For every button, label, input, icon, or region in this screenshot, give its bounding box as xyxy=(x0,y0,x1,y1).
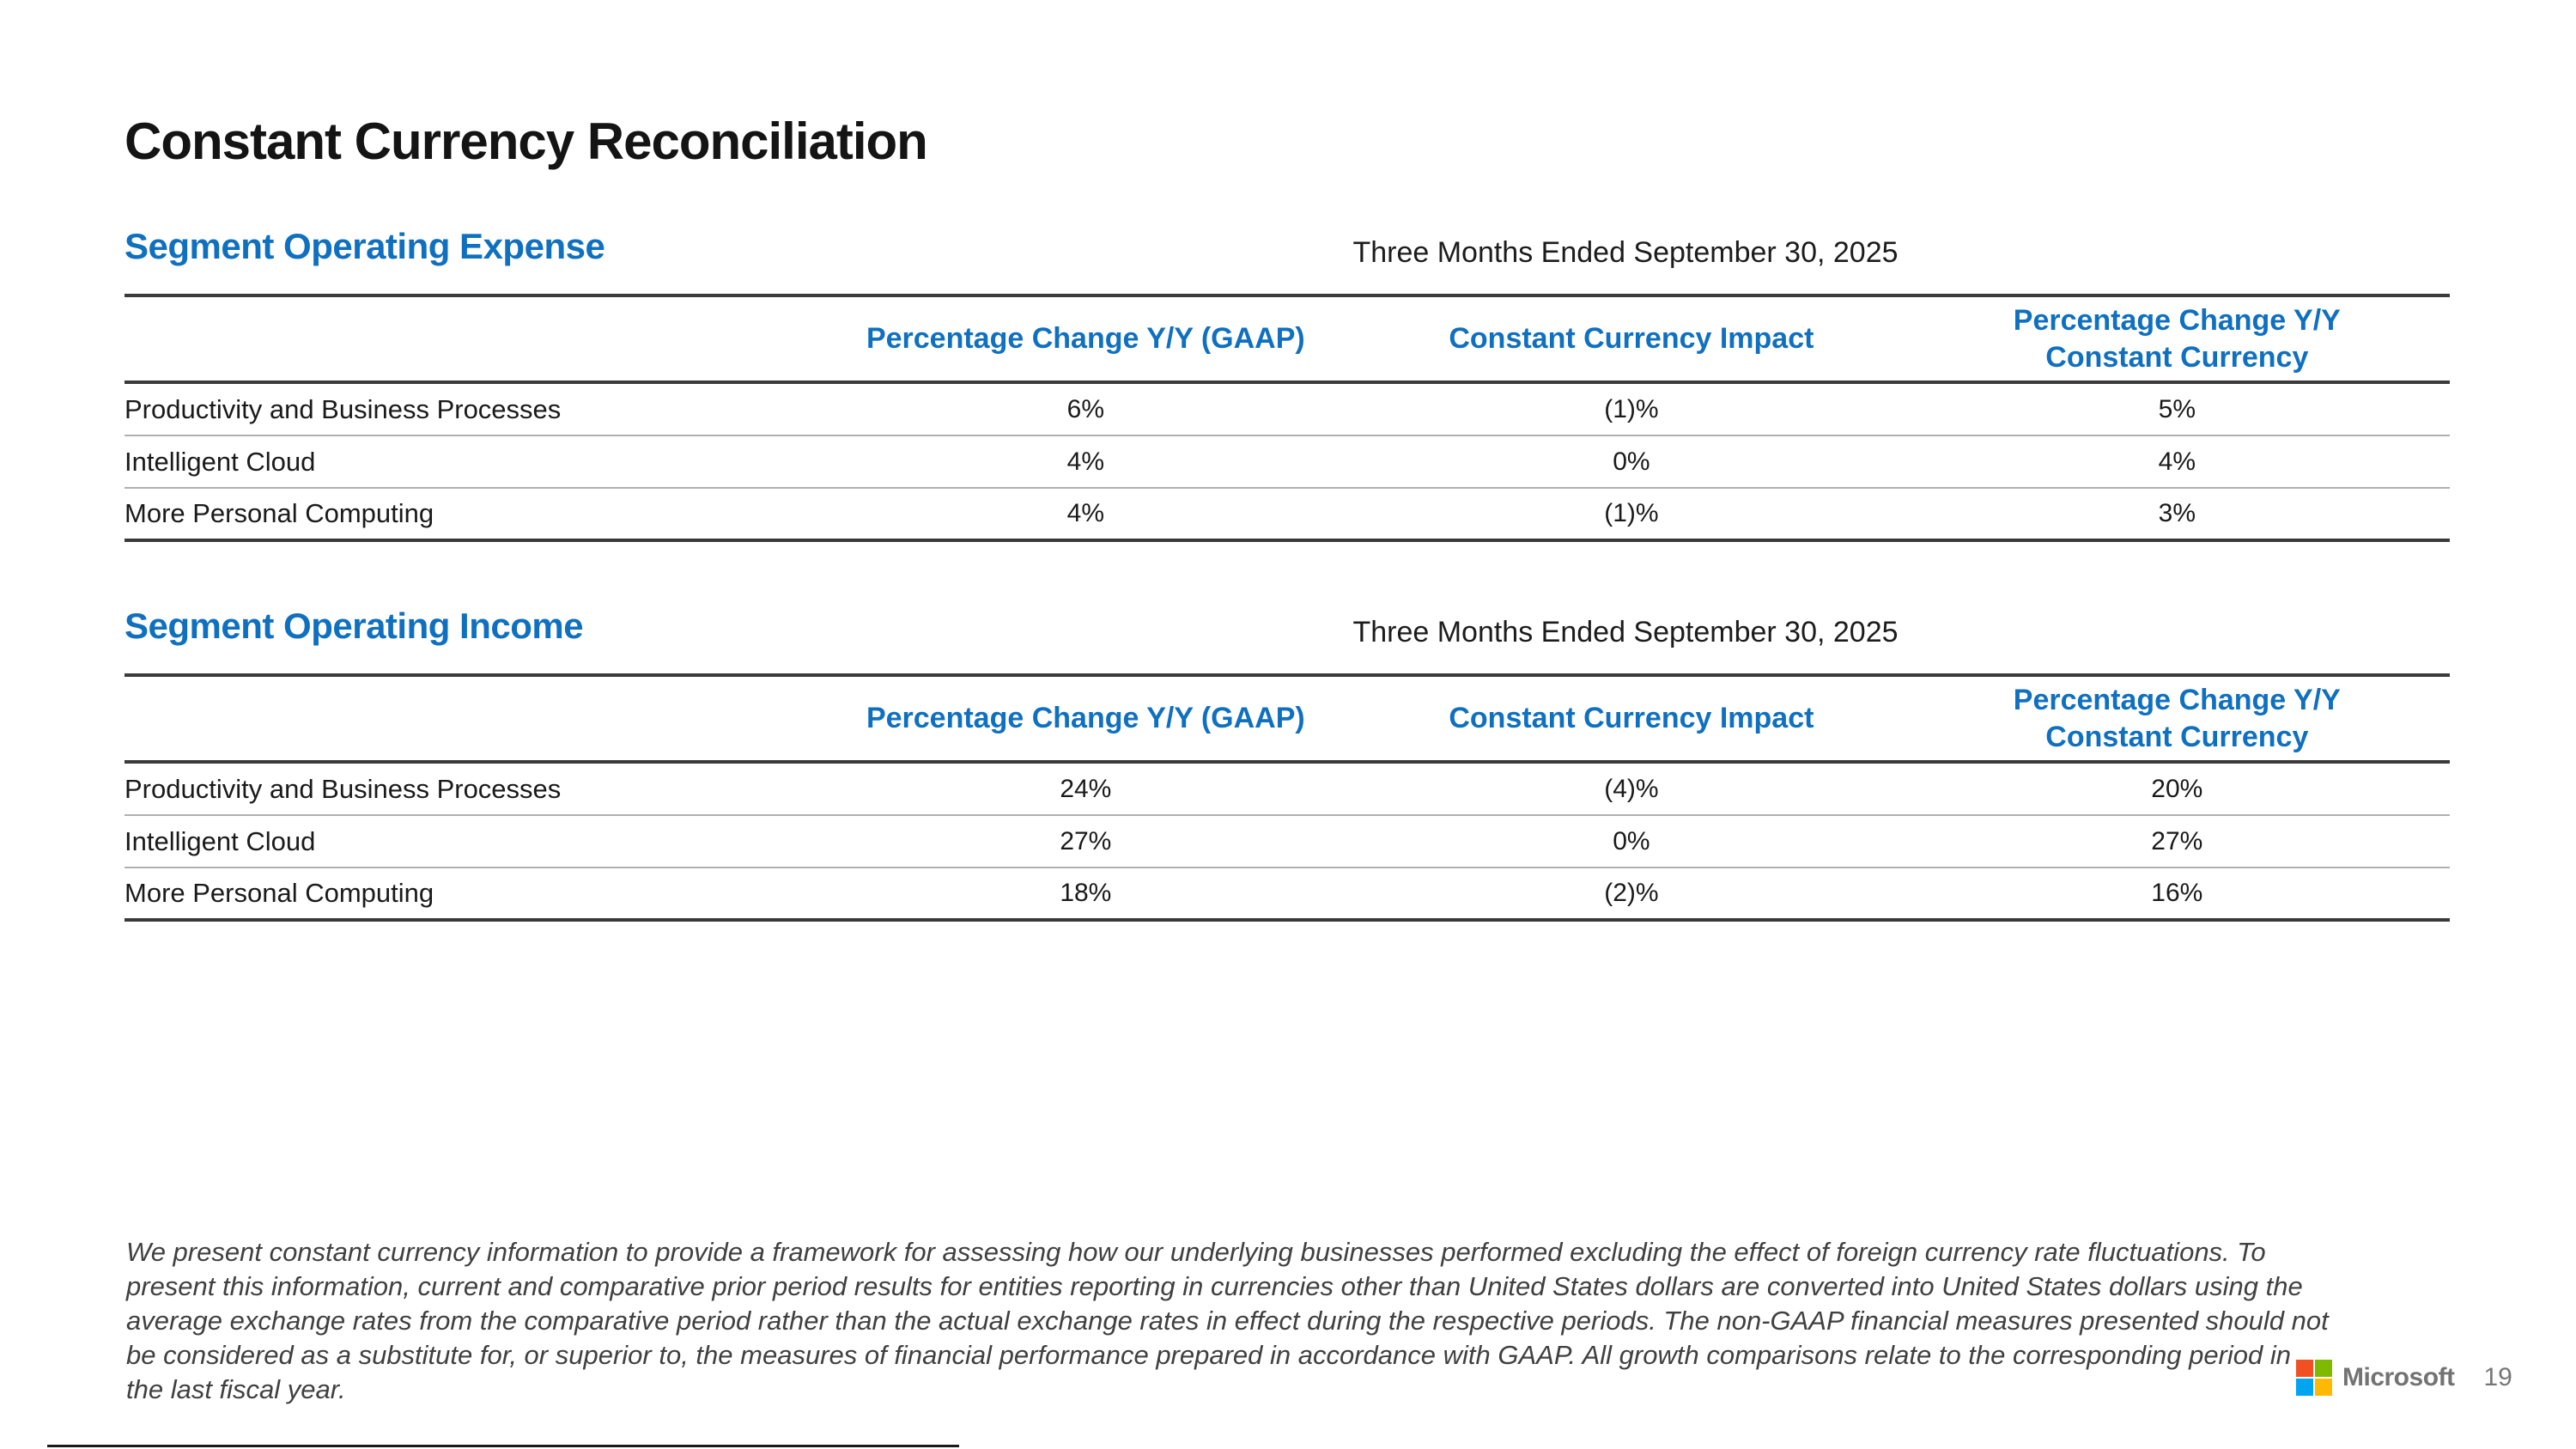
logo-square-blue xyxy=(2296,1379,2313,1396)
table-cell: 5% xyxy=(2158,394,2196,423)
table-cell: 4% xyxy=(2158,447,2196,476)
table-header-row: Percentage Change Y/Y (GAAP) Constant Cu… xyxy=(125,677,2450,764)
table-row: Intelligent Cloud 27% 0% 27% xyxy=(125,816,2450,868)
period-label-income: Three Months Ended September 30, 2025 xyxy=(1352,616,1899,648)
logo-square-red xyxy=(2296,1360,2313,1377)
microsoft-wordmark: Microsoft xyxy=(2342,1363,2455,1391)
column-header-gaap: Percentage Change Y/Y (GAAP) xyxy=(866,322,1305,356)
operating-expense-table: Percentage Change Y/Y (GAAP) Constant Cu… xyxy=(125,294,2450,542)
section-heading-operating-expense: Segment Operating Expense xyxy=(125,226,605,266)
row-label: Intelligent Cloud xyxy=(125,825,316,856)
microsoft-logo-icon xyxy=(2296,1360,2332,1396)
table-cell: 4% xyxy=(1066,447,1105,476)
table-cell: (1)% xyxy=(1604,499,1659,527)
table-cell: 20% xyxy=(2151,774,2203,803)
table-cell: 16% xyxy=(2151,879,2203,907)
row-label: Productivity and Business Processes xyxy=(125,773,562,804)
section-heading-operating-income: Segment Operating Income xyxy=(125,606,584,646)
column-header-constant-currency: Percentage Change Y/Y Constant Currency xyxy=(2013,684,2341,753)
row-label: Intelligent Cloud xyxy=(125,446,316,477)
table-header-row: Percentage Change Y/Y (GAAP) Constant Cu… xyxy=(125,297,2450,384)
table-row: Intelligent Cloud 4% 0% 4% xyxy=(125,436,2450,489)
table-cell: 24% xyxy=(1060,774,1112,803)
table-cell: 0% xyxy=(1613,826,1650,855)
constant-currency-footnote: We present constant currency information… xyxy=(126,1237,2329,1404)
logo-square-yellow xyxy=(2315,1379,2332,1396)
column-header-impact: Constant Currency Impact xyxy=(1449,702,1814,735)
table-cell: 0% xyxy=(1613,447,1650,476)
row-label: More Personal Computing xyxy=(125,878,434,908)
column-header-gaap: Percentage Change Y/Y (GAAP) xyxy=(866,702,1305,735)
period-label-expense: Three Months Ended September 30, 2025 xyxy=(1352,236,1899,269)
table-cell: 6% xyxy=(1066,394,1105,423)
table-cell: (2)% xyxy=(1604,879,1659,907)
page-number: 19 xyxy=(2483,1363,2512,1391)
row-label: More Personal Computing xyxy=(125,498,434,528)
table-row: More Personal Computing 4% (1)% 3% xyxy=(125,489,2450,542)
table-row: More Personal Computing 18% (2)% 16% xyxy=(125,868,2450,922)
table-row: Productivity and Business Processes 6% (… xyxy=(125,384,2450,436)
table-row: Productivity and Business Processes 24% … xyxy=(125,764,2450,816)
table-cell: 18% xyxy=(1060,879,1112,907)
operating-income-table: Percentage Change Y/Y (GAAP) Constant Cu… xyxy=(125,673,2450,922)
bottom-edge-line xyxy=(47,1445,959,1447)
row-label: Productivity and Business Processes xyxy=(125,393,562,424)
table-cell: 3% xyxy=(2158,499,2196,527)
logo-square-green xyxy=(2315,1360,2332,1377)
table-cell: 4% xyxy=(1066,499,1105,527)
table-cell: 27% xyxy=(2151,826,2203,855)
column-header-impact: Constant Currency Impact xyxy=(1449,322,1814,356)
brand-footer: Microsoft 19 xyxy=(2296,1360,2512,1396)
column-header-constant-currency: Percentage Change Y/Y Constant Currency xyxy=(2013,304,2341,374)
table-cell: (1)% xyxy=(1604,394,1659,423)
page-title: Constant Currency Reconciliation xyxy=(125,113,928,170)
table-cell: 27% xyxy=(1060,826,1112,855)
table-cell: (4)% xyxy=(1604,774,1659,803)
